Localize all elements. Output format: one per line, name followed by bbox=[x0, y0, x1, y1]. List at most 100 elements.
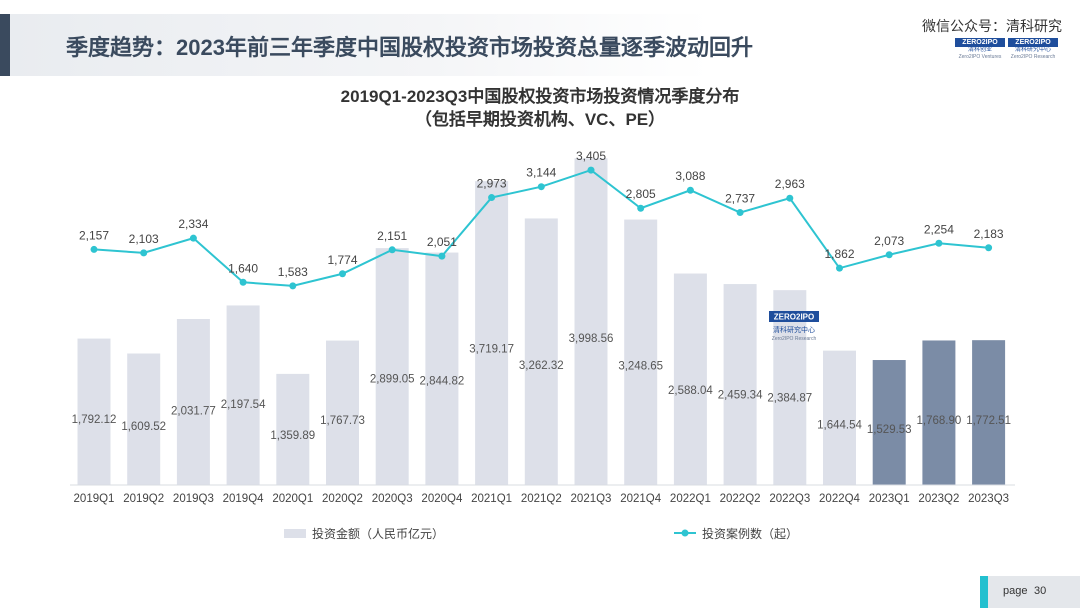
chart-subtitle: （包括早期投资机构、VC、PE） bbox=[414, 110, 666, 129]
bar-value-label: 1,767.73 bbox=[320, 415, 365, 427]
line-value-label: 2,805 bbox=[626, 187, 656, 201]
line-point-2020Q3 bbox=[388, 246, 396, 254]
x-tick-label: 2020Q1 bbox=[272, 493, 313, 505]
line-point-2020Q2 bbox=[339, 270, 346, 278]
legend-bar-label: 投资金额（人民币亿元） bbox=[312, 526, 444, 541]
line-point-2021Q3 bbox=[587, 166, 595, 174]
bar-2021Q1 bbox=[475, 181, 509, 486]
legend-line-label: 投资案例数（起） bbox=[702, 526, 798, 541]
bar-value-label: 1,772.51 bbox=[966, 415, 1011, 427]
bar-2021Q2 bbox=[524, 218, 558, 485]
line-value-label: 2,334 bbox=[178, 217, 208, 231]
x-tick-label: 2020Q4 bbox=[421, 493, 463, 505]
line-value-label: 3,088 bbox=[675, 169, 705, 183]
legend-line-marker bbox=[681, 529, 689, 537]
bar-2020Q3 bbox=[375, 248, 409, 485]
bar-2023Q3 bbox=[972, 340, 1006, 485]
line-point-2019Q4 bbox=[239, 278, 247, 286]
bar-value-label: 2,459.34 bbox=[718, 390, 763, 402]
page-number: 30 bbox=[1034, 585, 1047, 597]
bar-value-label: 2,384.87 bbox=[767, 392, 812, 404]
x-tick-label: 2022Q3 bbox=[769, 493, 810, 505]
bar-2019Q3 bbox=[176, 318, 210, 485]
x-tick-label: 2020Q2 bbox=[322, 493, 363, 505]
legend-bar-swatch bbox=[284, 529, 306, 538]
bar-value-label: 2,197.54 bbox=[221, 399, 266, 411]
footer-box bbox=[988, 576, 1080, 608]
x-tick-label: 2023Q3 bbox=[968, 493, 1009, 505]
bar-value-label: 2,031.77 bbox=[171, 405, 216, 417]
bar-value-label: 3,719.17 bbox=[469, 343, 514, 355]
x-tick-label: 2021Q1 bbox=[471, 493, 512, 505]
line-value-label: 1,583 bbox=[278, 265, 308, 279]
svg-text:ZERO2IPO: ZERO2IPO bbox=[774, 313, 814, 322]
line-point-2020Q4 bbox=[438, 252, 446, 260]
bar-2022Q1 bbox=[673, 273, 707, 485]
x-tick-label: 2019Q4 bbox=[223, 493, 265, 505]
line-point-2023Q3 bbox=[985, 244, 993, 252]
line-value-label: 2,973 bbox=[477, 177, 507, 191]
footer-accent-bar bbox=[980, 576, 988, 608]
svg-text:Zero2IPO Research: Zero2IPO Research bbox=[772, 336, 817, 342]
bar-value-label: 1,768.90 bbox=[917, 415, 962, 427]
bar-2022Q2 bbox=[723, 284, 757, 485]
line-value-label: 2,963 bbox=[775, 177, 805, 191]
x-tick-label: 2022Q2 bbox=[720, 493, 761, 505]
x-tick-label: 2019Q1 bbox=[74, 493, 115, 505]
line-point-2022Q2 bbox=[736, 209, 744, 217]
bar-value-label: 1,529.53 bbox=[867, 424, 912, 436]
bar-value-label: 2,899.05 bbox=[370, 373, 415, 385]
page-title: 季度趋势：2023年前三年季度中国股权投资市场投资总量逐季波动回升 bbox=[66, 35, 753, 60]
line-value-label: 2,254 bbox=[924, 222, 954, 236]
line-value-label: 3,405 bbox=[576, 149, 606, 163]
page-label: page bbox=[1003, 585, 1028, 597]
line-value-label: 1,862 bbox=[824, 247, 854, 261]
bar-2021Q4 bbox=[624, 219, 658, 485]
line-value-label: 2,157 bbox=[79, 228, 109, 242]
bar-value-label: 3,998.56 bbox=[569, 333, 614, 345]
bar-value-label: 1,609.52 bbox=[121, 421, 166, 433]
bar-value-label: 1,644.54 bbox=[817, 420, 862, 432]
line-point-2022Q1 bbox=[686, 186, 694, 194]
bar-value-label: 1,359.89 bbox=[270, 430, 315, 442]
x-tick-label: 2023Q1 bbox=[869, 493, 910, 505]
x-tick-label: 2022Q4 bbox=[819, 493, 861, 505]
bar-2023Q1 bbox=[872, 360, 906, 485]
x-tick-label: 2019Q2 bbox=[123, 493, 164, 505]
line-point-2022Q3 bbox=[786, 194, 794, 202]
bar-2022Q4 bbox=[823, 350, 856, 485]
bar-value-label: 3,262.32 bbox=[519, 360, 564, 372]
wechat-watermark: 微信公众号：清科研究 bbox=[922, 18, 1062, 34]
bar-2023Q2 bbox=[922, 340, 956, 485]
bar-2021Q3 bbox=[574, 158, 608, 485]
bar-2019Q4 bbox=[226, 305, 260, 485]
line-value-label: 1,774 bbox=[327, 253, 357, 267]
line-point-2019Q2 bbox=[140, 249, 148, 257]
svg-text:清科研究中心: 清科研究中心 bbox=[773, 325, 815, 334]
line-value-label: 3,144 bbox=[526, 166, 556, 180]
chart-logo-watermark: ZERO2IPO 清科研究中心 Zero2IPO Research bbox=[769, 311, 819, 342]
line-value-label: 2,073 bbox=[874, 234, 904, 248]
bar-value-label: 2,588.04 bbox=[668, 385, 713, 397]
header-accent-bar bbox=[0, 14, 10, 76]
zero2ipo-ventures-logo: ZERO2IPO 清科创业 Zero2IPO Ventures bbox=[955, 38, 1005, 60]
bar-2019Q2 bbox=[127, 353, 161, 485]
line-point-2023Q1 bbox=[885, 251, 893, 259]
line-point-2021Q4 bbox=[637, 204, 645, 212]
x-tick-label: 2021Q2 bbox=[521, 493, 562, 505]
line-point-2019Q1 bbox=[90, 245, 98, 253]
bar-2020Q2 bbox=[326, 340, 359, 485]
bar-2019Q1 bbox=[77, 338, 111, 485]
zero2ipo-research-logo: ZERO2IPO 清科研究中心 Zero2IPO Research bbox=[1008, 38, 1058, 60]
line-value-label: 2,103 bbox=[129, 232, 159, 246]
x-tick-label: 2021Q3 bbox=[571, 493, 612, 505]
line-value-label: 2,737 bbox=[725, 192, 755, 206]
bar-2020Q4 bbox=[425, 252, 459, 485]
bar-2020Q1 bbox=[276, 373, 310, 485]
line-value-label: 2,183 bbox=[974, 227, 1004, 241]
x-tick-label: 2021Q4 bbox=[620, 493, 662, 505]
line-point-2019Q3 bbox=[189, 234, 197, 242]
header-background bbox=[10, 14, 710, 76]
line-point-2021Q1 bbox=[488, 194, 496, 202]
